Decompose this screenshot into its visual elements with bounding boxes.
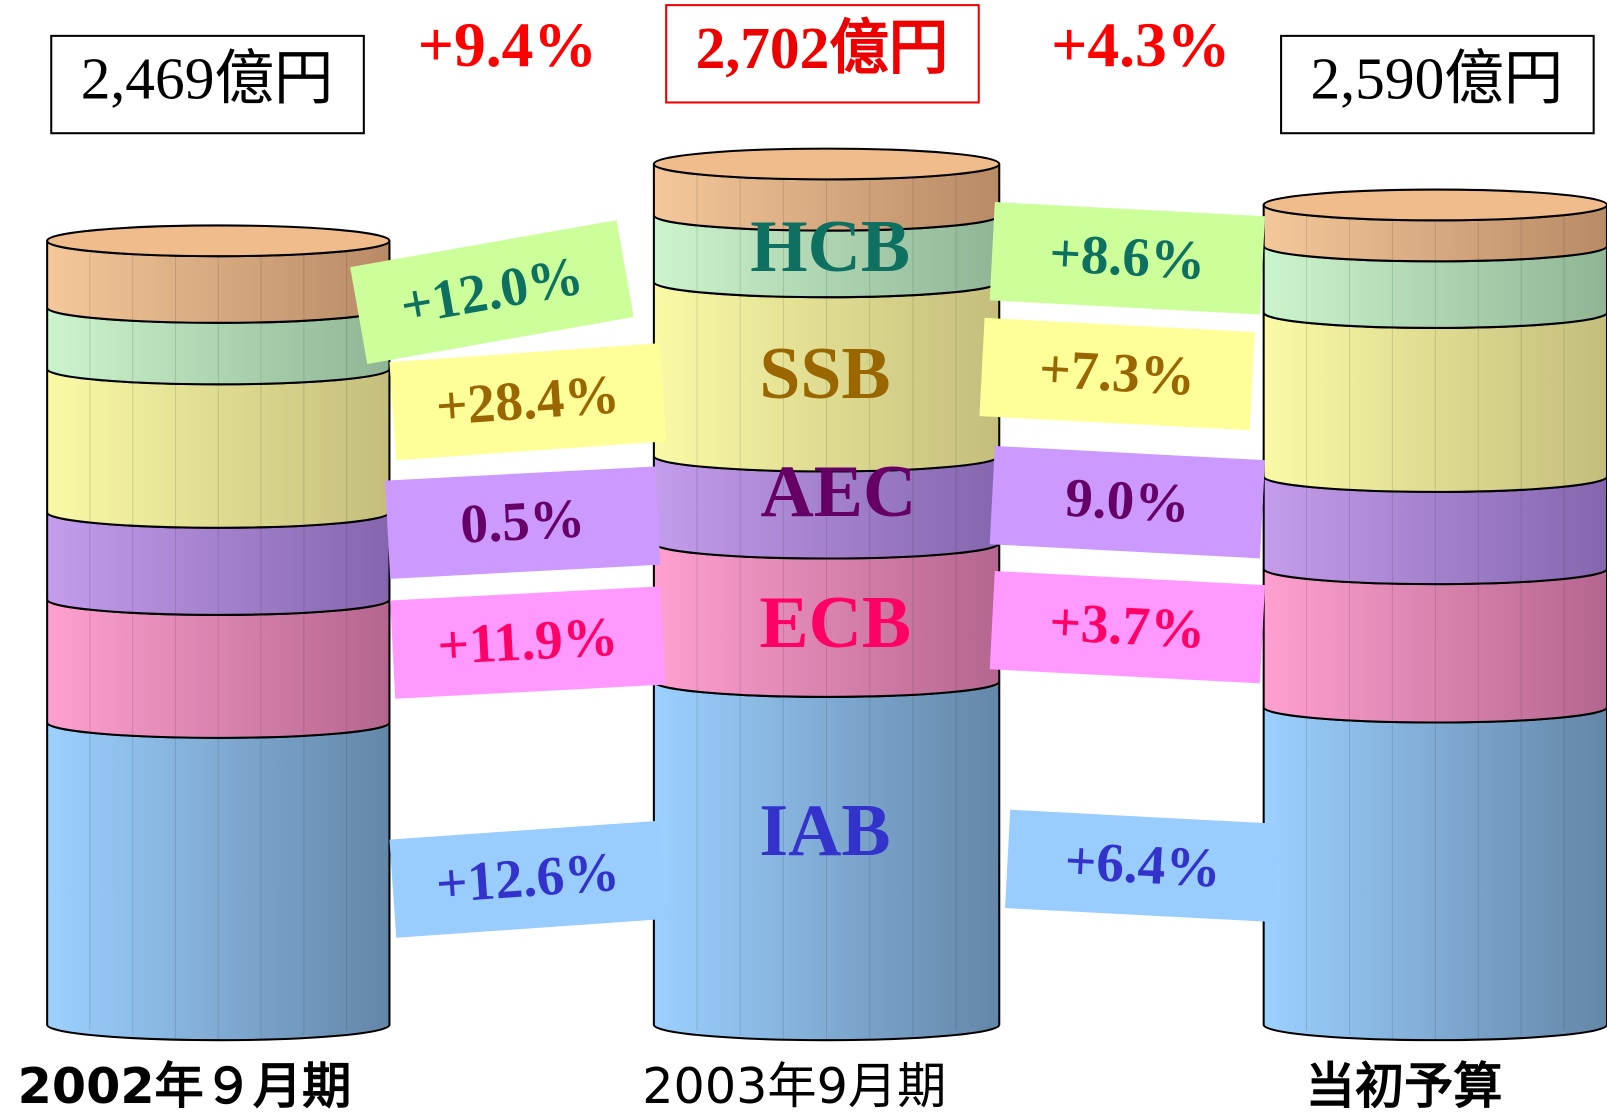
- growth: +6.4%: [1063, 830, 1222, 899]
- growth-label: +12.6%: [389, 820, 667, 938]
- total-growth: +4.3%: [1051, 9, 1230, 80]
- growth-box: [979, 317, 1255, 431]
- growth-box: [350, 220, 634, 364]
- segment-name: HCB: [750, 205, 910, 287]
- growth: +7.3%: [1038, 338, 1197, 407]
- growth-box: [989, 445, 1266, 559]
- segment-name: AEC: [760, 450, 916, 532]
- period: 2002年９月期: [18, 1057, 352, 1115]
- growth-label: +8.6%: [989, 202, 1266, 315]
- growth-label: +7.3%: [979, 317, 1255, 431]
- growth-label: 9.0%: [989, 445, 1266, 559]
- cylinder-top: [46, 224, 391, 258]
- segment-name: ECB: [759, 581, 911, 663]
- period: 2003年9月期: [642, 1057, 946, 1115]
- growth-box: [385, 466, 661, 579]
- total: 2,702億円: [696, 15, 949, 81]
- period: 当初予算: [1306, 1057, 1503, 1115]
- total-box: [1280, 34, 1595, 135]
- growth-box: [389, 820, 667, 938]
- total-growth: +9.4%: [418, 9, 597, 80]
- total-box: [665, 4, 980, 104]
- growth: +3.7%: [1048, 591, 1207, 660]
- growth: 0.5%: [459, 487, 587, 554]
- growth-box: [989, 570, 1266, 684]
- growth-label: +3.7%: [989, 570, 1266, 684]
- growth-box: [389, 343, 667, 461]
- growth: +11.9%: [436, 606, 620, 676]
- growth-label: +28.4%: [389, 343, 667, 461]
- growth: +8.6%: [1048, 222, 1207, 291]
- growth-label: +11.9%: [390, 586, 666, 699]
- growth-box: [989, 202, 1266, 315]
- growth-label: 0.5%: [385, 466, 661, 579]
- growth: 9.0%: [1064, 467, 1192, 534]
- total: 2,469億円: [81, 46, 334, 112]
- segment-name: IAB: [759, 789, 890, 871]
- growth-label: +6.4%: [1005, 809, 1281, 923]
- growth: +28.4%: [434, 363, 622, 437]
- growth-box: [1005, 809, 1281, 923]
- cylinder-top: [652, 147, 1001, 181]
- segment-name: SSB: [759, 332, 890, 414]
- total-box: [50, 34, 365, 135]
- growth-label: +12.0%: [350, 220, 634, 364]
- total: 2,590億円: [1311, 46, 1564, 112]
- growth: +12.6%: [434, 841, 622, 915]
- cylinder-top: [1262, 188, 1607, 222]
- growth-box: [390, 586, 666, 699]
